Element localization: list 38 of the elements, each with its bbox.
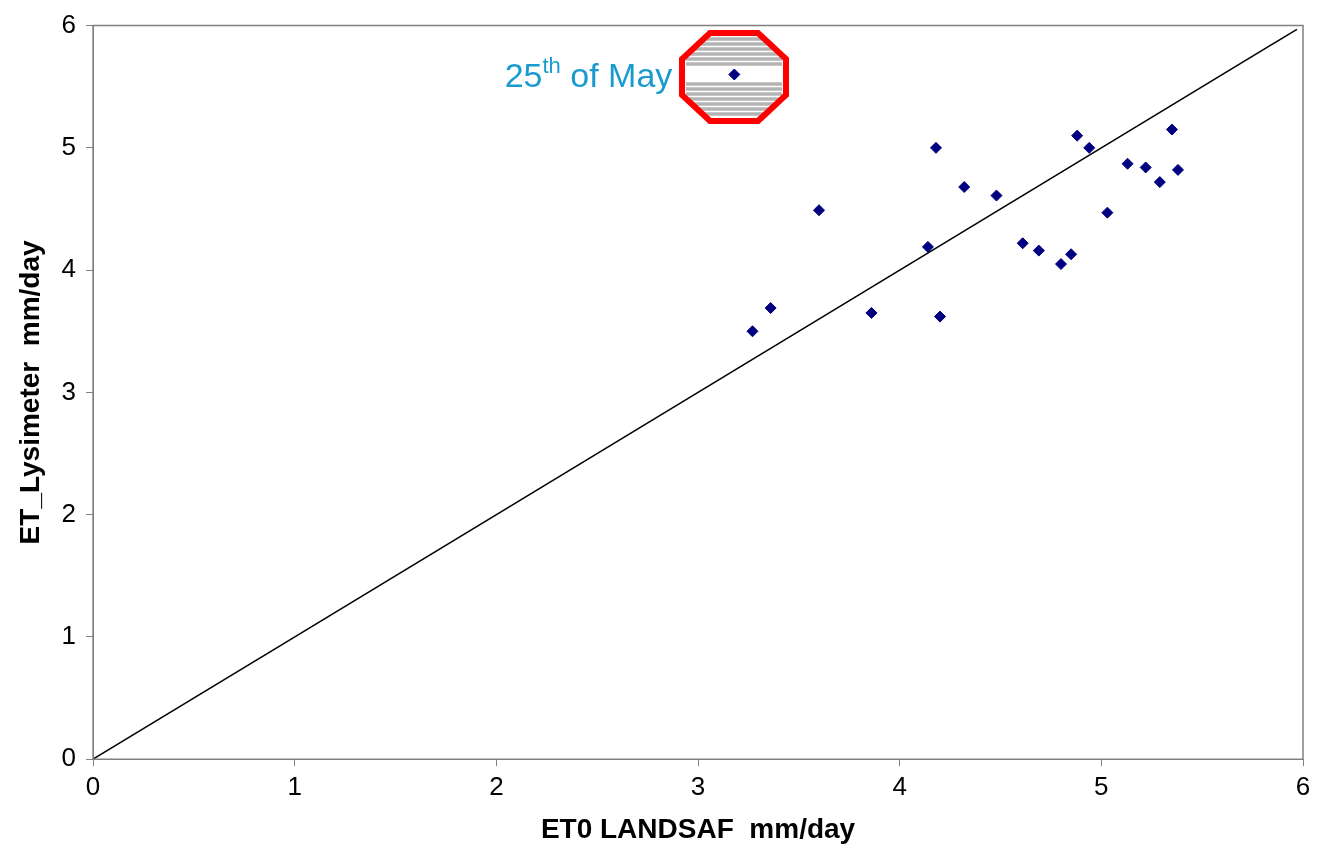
point	[1121, 157, 1134, 170]
point	[990, 189, 1003, 202]
point	[934, 310, 947, 323]
x-tick-label: 5	[1094, 770, 1109, 801]
point	[1071, 129, 1084, 142]
y-tick-label: 0	[61, 742, 77, 773]
x-tick-label: 6	[1295, 770, 1311, 801]
y-tick-label: 6	[61, 8, 77, 39]
x-tick-label: 3	[690, 770, 706, 801]
point	[1032, 244, 1045, 257]
point	[1055, 258, 1068, 271]
x-tick-label: 4	[892, 770, 907, 801]
point	[1065, 248, 1078, 261]
x-tick-label: 1	[287, 770, 302, 801]
y-tick-label: 5	[61, 131, 77, 162]
point	[929, 141, 942, 154]
x-tick-label: 2	[489, 770, 504, 801]
point	[1165, 123, 1178, 136]
point	[1139, 161, 1152, 174]
point	[865, 306, 878, 319]
y-tick-label: 3	[61, 375, 77, 406]
y-tick-label: 2	[61, 497, 77, 528]
y-axis-title: ET_Lysimeter mm/day	[13, 239, 45, 545]
point	[921, 240, 934, 253]
point	[1083, 141, 1096, 154]
point	[1171, 163, 1184, 176]
point	[958, 180, 971, 193]
x-tick-label: 0	[85, 770, 101, 801]
y-tick-label: 4	[61, 253, 77, 284]
x-axis-title: ET0 LANDSAF mm/day	[540, 812, 856, 844]
point	[1101, 206, 1114, 219]
point	[1153, 176, 1166, 189]
point	[764, 302, 777, 315]
point	[728, 68, 741, 81]
point	[813, 204, 826, 217]
point	[746, 325, 759, 338]
y-tick-label: 1	[61, 620, 77, 651]
point	[1016, 237, 1029, 250]
